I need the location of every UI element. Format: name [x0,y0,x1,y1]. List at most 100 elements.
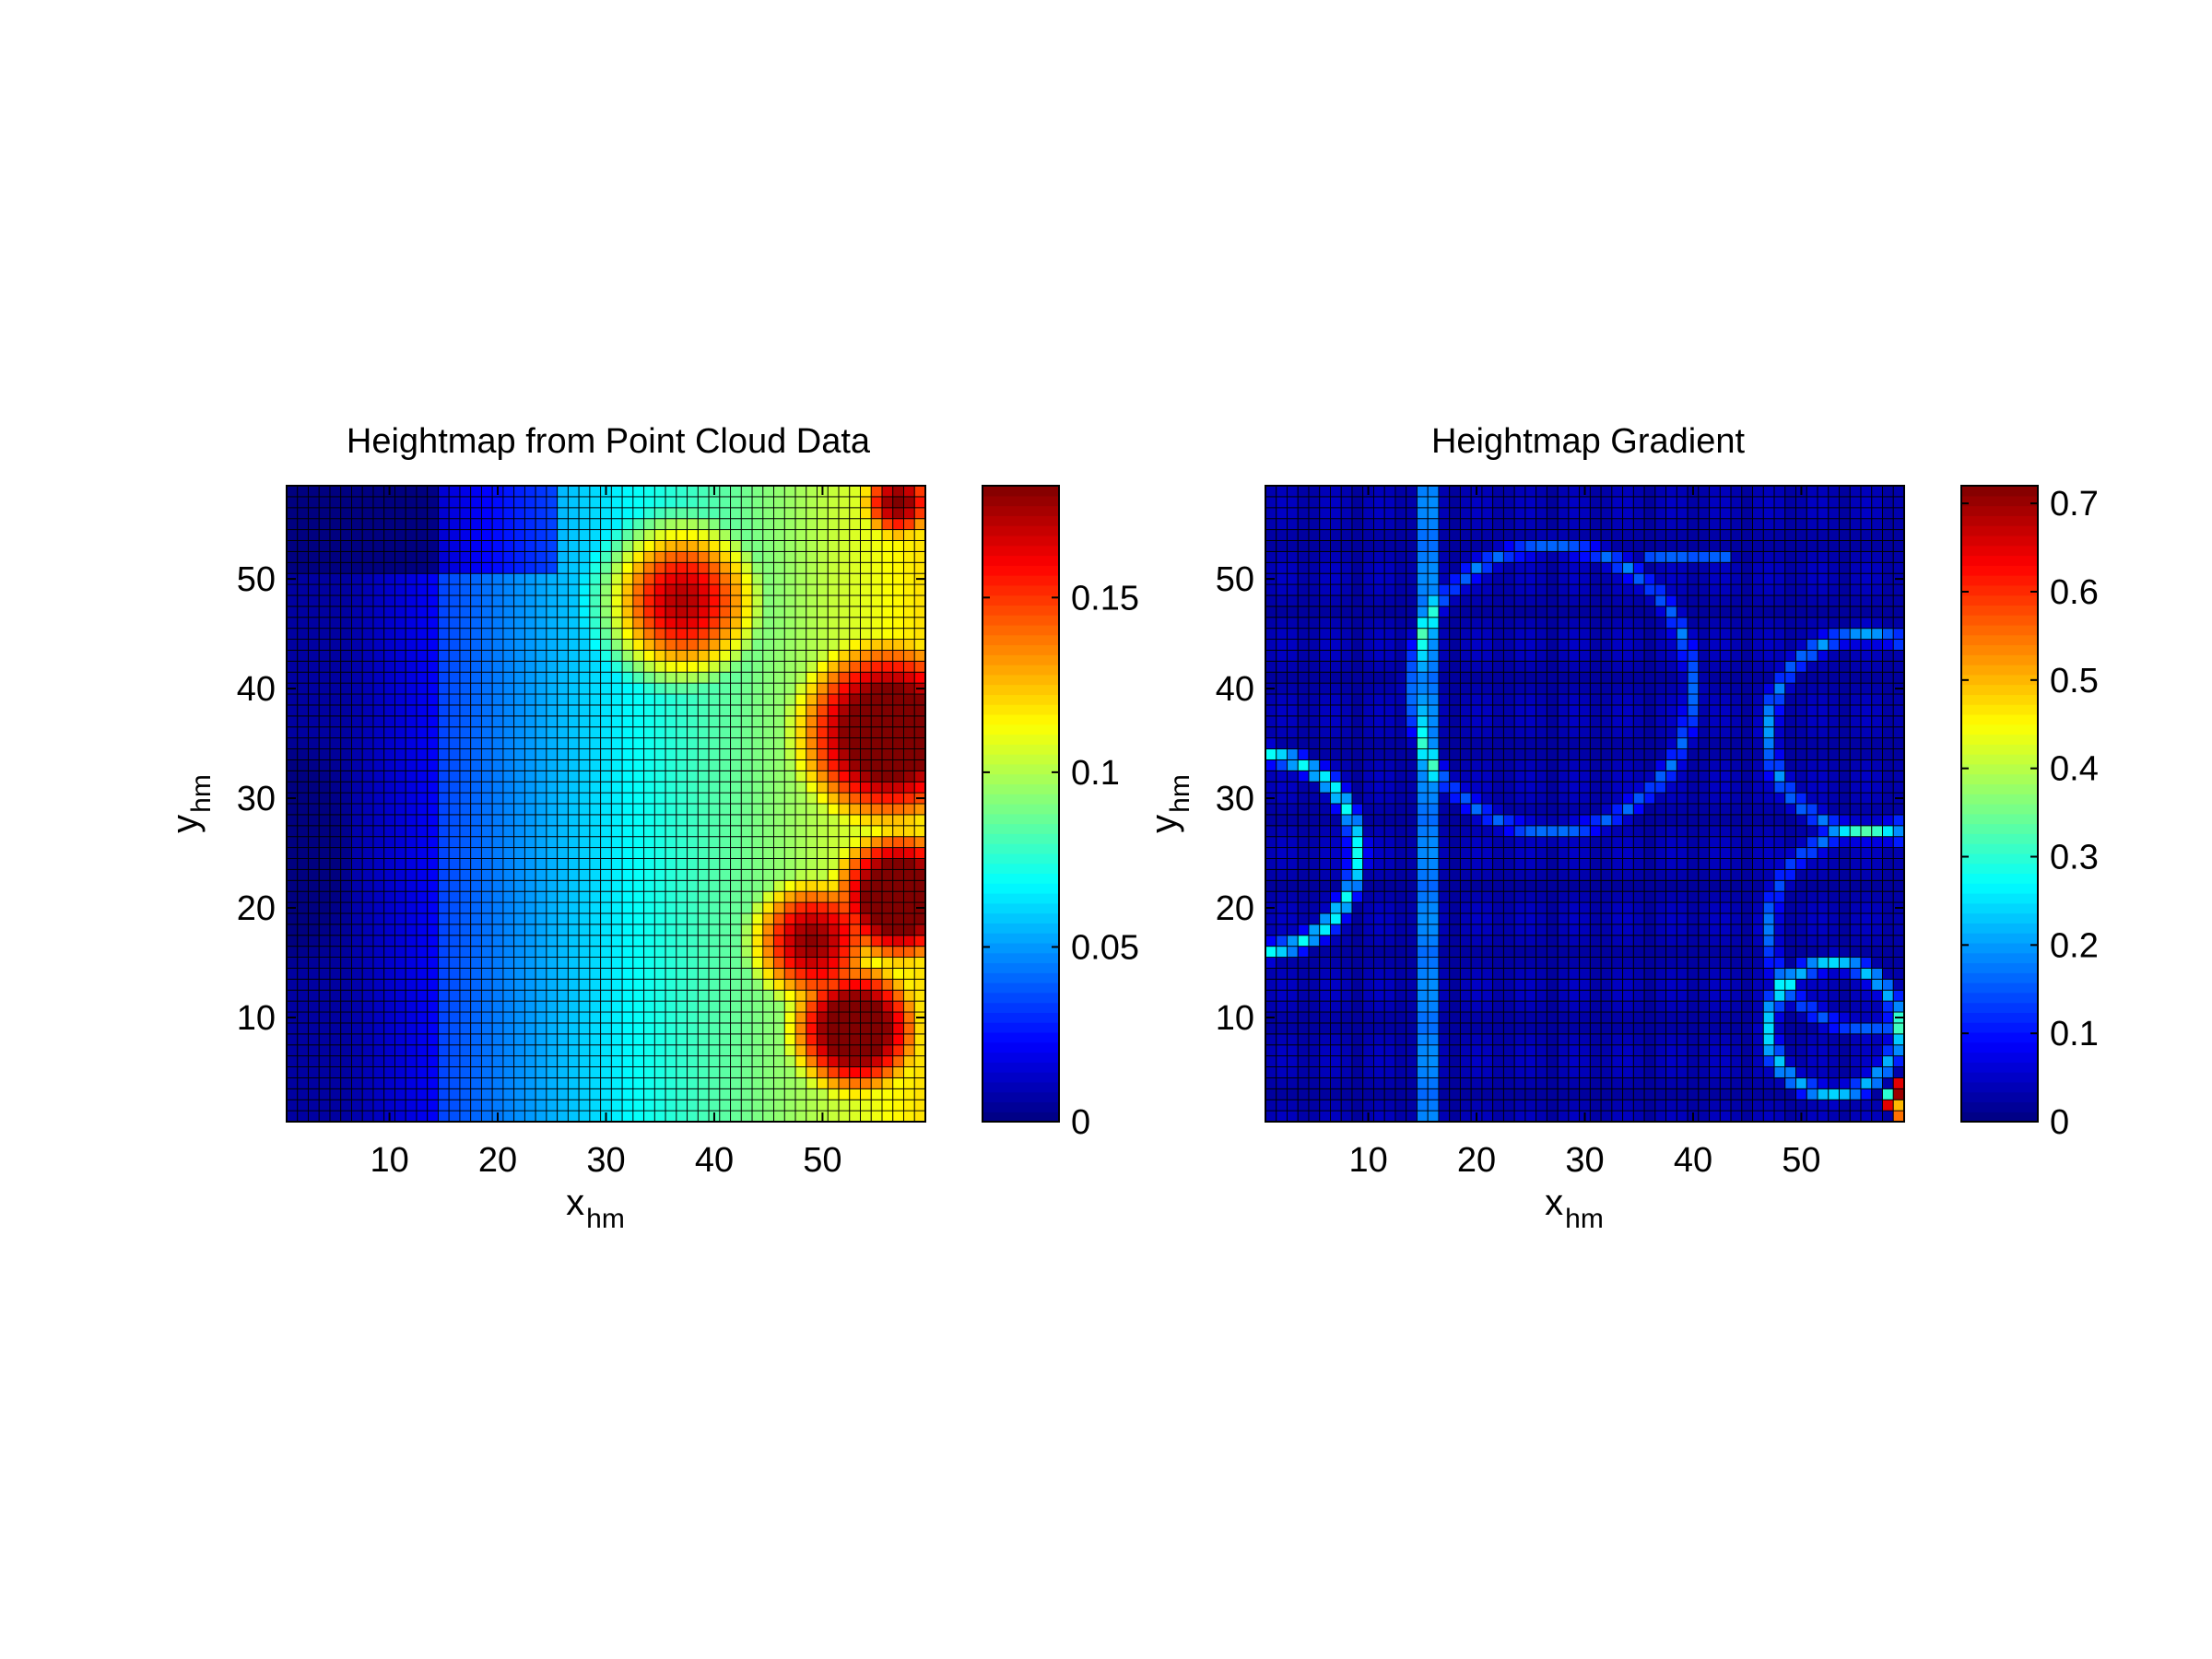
heatmap-cell [849,924,861,936]
heatmap-cell [437,715,450,728]
heatmap-cell [632,550,645,563]
heatmap-cell [340,529,352,541]
heatmap-cell [783,518,796,531]
heatmap-cell [448,946,461,959]
heatmap-cell [762,967,775,980]
heatmap-cell [621,1110,634,1123]
heatmap-cell [416,868,429,881]
heatmap-cell [913,978,926,991]
heatmap-cell [773,628,785,641]
heatmap-cell [730,550,742,563]
heatmap-cell [1492,1011,1504,1024]
heatmap-cell [610,485,623,498]
heatmap-cell [1276,978,1288,991]
heatmap-cell [1351,518,1364,531]
colorbar-segment [982,535,1059,547]
heatmap-cell [806,507,818,520]
heatmap-cell [557,935,569,947]
heatmap-cell [697,803,710,816]
heatmap-cell [794,847,807,859]
heatmap-cell [1383,1011,1396,1024]
heatmap-cell [459,957,472,969]
heatmap-cell [1438,628,1451,641]
heatmap-cell [1265,715,1277,728]
heatmap-cell [557,792,569,805]
heatmap-cell [1340,1099,1353,1112]
heatmap-cell [817,825,829,838]
heatmap-cell [1351,912,1364,925]
heatmap-cell [1362,518,1374,531]
gradient-title: Heightmap Gradient [1431,422,1746,461]
heatmap-cell [1438,847,1451,859]
heatmap-cell [903,836,915,849]
heatmap-cell [405,759,418,771]
heatmap-cell [557,518,569,531]
heatmap-cell [546,1055,559,1067]
heatmap-cell [762,594,775,607]
heatmap-cell [1513,737,1526,749]
heatmap-cell [687,518,699,531]
heatmap-cell [881,1088,894,1100]
heatmap-cell [751,704,764,717]
heatmap-cell [1394,901,1407,914]
heatmap-cell [361,879,374,892]
heatmap-cell [513,989,525,1002]
heatmap-cell [513,671,525,684]
heatmap-cell [1459,1088,1472,1100]
heatmap-cell [1308,726,1321,739]
heatmap-cell [697,1022,710,1035]
heatmap-cell [297,792,309,805]
heatmap-cell [1481,792,1494,805]
heatmap-cell [697,967,710,980]
heatmap-cell [632,639,645,651]
heatmap-cell [1481,583,1494,596]
heatmap-cell [416,561,429,574]
heatmap-cell [1287,561,1299,574]
heatmap-cell [351,868,363,881]
heatmap-cell [351,540,363,552]
heatmap-cell [546,1011,559,1024]
heatmap-cell [524,1055,536,1067]
heatmap-cell [653,639,666,651]
heatmap-cell [708,946,721,959]
heatmap-cell [383,715,395,728]
heatmap-cell [860,485,872,498]
heatmap-cell [621,572,634,585]
heatmap-cell [838,737,851,749]
heatmap-cell [1416,583,1429,596]
heatmap-cell [383,792,395,805]
heatmap-cell [1276,946,1288,959]
heatmap-cell [1427,770,1440,782]
heatmap-cell [318,935,331,947]
heatmap-cell [1351,639,1364,651]
heatmap-cell [459,814,472,827]
heatmap-cell [762,946,775,959]
heatmap-cell [286,1110,299,1123]
heatmap-cell [1513,485,1526,498]
heatmap-cell [524,594,536,607]
heatmap-cell [1287,1011,1299,1024]
heatmap-cell [676,550,688,563]
heatmap-cell [437,759,450,771]
heatmap-cell [1265,803,1277,816]
heatmap-cell [361,792,374,805]
heatmap-cell [849,550,861,563]
heatmap-cell [329,803,342,816]
heatmap-cell [1438,759,1451,771]
heatmap-cell [1427,693,1440,706]
heatmap-cell [643,572,655,585]
heatmap-cell [1351,606,1364,618]
heatmap-cell [849,617,861,629]
heatmap-cell [806,594,818,607]
heatmap-cell [1524,847,1537,859]
heatmap-cell [610,518,623,531]
heatmap-cell [546,858,559,870]
heatmap-cell [881,946,894,959]
heatmap-cell [535,759,547,771]
heatmap-cell [1459,496,1472,509]
heatmap-cell [1330,572,1342,585]
heatmap-cell [1319,550,1331,563]
heatmap-cell [708,1000,721,1013]
heatmap-cell [383,803,395,816]
heatmap-cell [1459,967,1472,980]
